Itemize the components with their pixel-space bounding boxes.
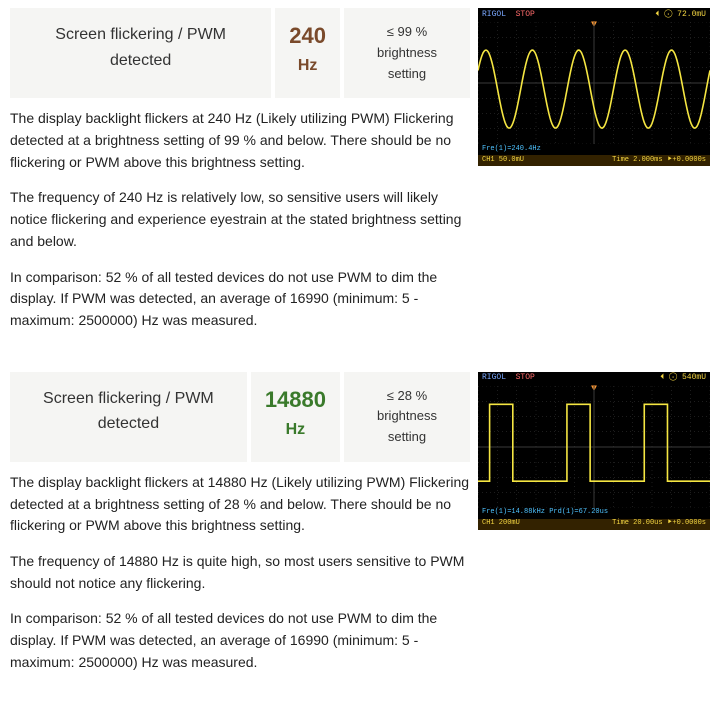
- para-1: The display backlight flickers at 240 Hz…: [10, 108, 470, 173]
- para-3: In comparison: 52 % of all tested device…: [10, 608, 470, 673]
- oscilloscope-screenshot: RIGOL STOP⏴ ⨀ 540mU▼Fre(1)=14.88kHz Prd(…: [478, 372, 710, 530]
- oscilloscope-cell: RIGOL STOP⏴ ⨀ 540mU▼Fre(1)=14.88kHz Prd(…: [470, 372, 710, 688]
- pwm-title: Screen flickering / PWM detected: [10, 372, 247, 462]
- description-paragraphs: The display backlight flickers at 240 Hz…: [10, 108, 470, 331]
- brightness-setting: ≤ 99 % brightness setting: [340, 8, 470, 98]
- freq-value: 240: [289, 18, 326, 53]
- description-paragraphs: The display backlight flickers at 14880 …: [10, 472, 470, 674]
- header-row: Screen flickering / PWM detected 14880 H…: [10, 372, 470, 462]
- freq-value: 14880: [265, 382, 326, 417]
- oscilloscope-cell: RIGOL STOP⏴ ⨀ 72.0mU▼Fre(1)=240.4HzCH1 5…: [470, 8, 710, 346]
- pwm-section-1: Screen flickering / PWM detected 240 Hz …: [0, 0, 720, 364]
- oscilloscope-screenshot: RIGOL STOP⏴ ⨀ 72.0mU▼Fre(1)=240.4HzCH1 5…: [478, 8, 710, 166]
- freq-unit: Hz: [289, 53, 326, 79]
- brightness-setting: ≤ 28 % brightness setting: [340, 372, 470, 462]
- pwm-title: Screen flickering / PWM detected: [10, 8, 271, 98]
- freq-unit: Hz: [265, 417, 326, 443]
- para-2: The frequency of 240 Hz is relatively lo…: [10, 187, 470, 252]
- pwm-frequency: 14880 Hz: [247, 372, 340, 462]
- para-2: The frequency of 14880 Hz is quite high,…: [10, 551, 470, 594]
- para-3: In comparison: 52 % of all tested device…: [10, 267, 470, 332]
- pwm-section-2: Screen flickering / PWM detected 14880 H…: [0, 364, 720, 705]
- header-row: Screen flickering / PWM detected 240 Hz …: [10, 8, 470, 98]
- pwm-frequency: 240 Hz: [271, 8, 340, 98]
- para-1: The display backlight flickers at 14880 …: [10, 472, 470, 537]
